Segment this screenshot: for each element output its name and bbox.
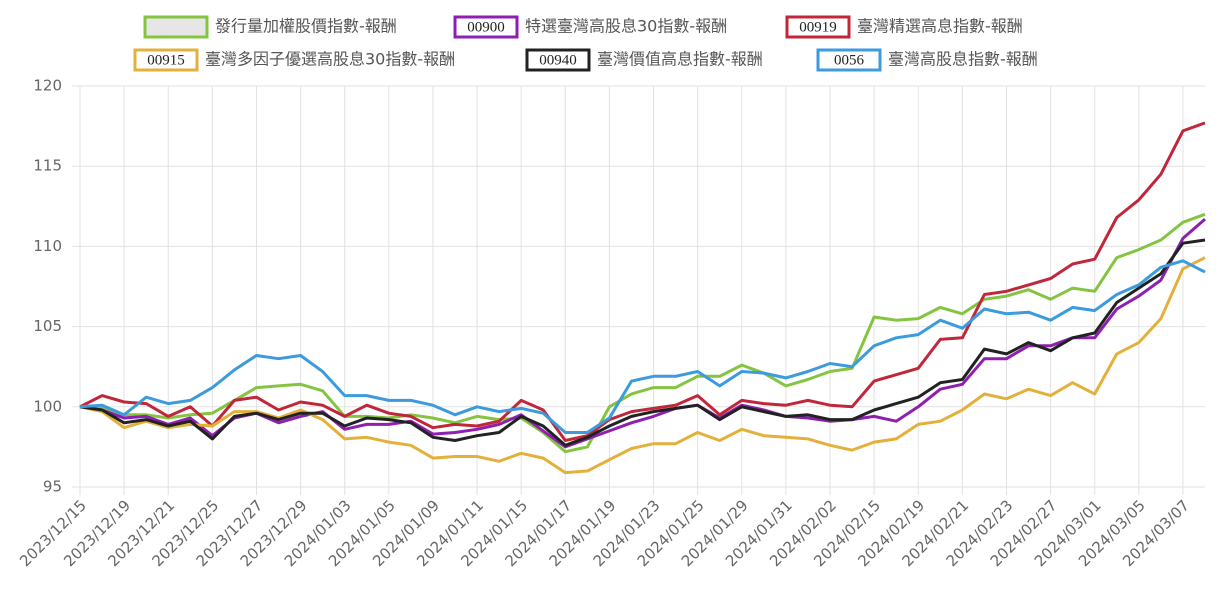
legend-swatch bbox=[785, 15, 851, 39]
legend-swatch bbox=[143, 15, 209, 39]
y-tick-label: 105 bbox=[33, 317, 62, 335]
y-tick-label: 120 bbox=[33, 77, 62, 95]
legend-label: 臺灣高股息指數-報酬 bbox=[888, 50, 1038, 69]
legend-swatch bbox=[525, 48, 591, 72]
legend-label: 臺灣價值高息指數-報酬 bbox=[597, 50, 763, 69]
legend-code: 00915 bbox=[147, 52, 185, 68]
legend-code: 00919 bbox=[799, 19, 837, 35]
series-line bbox=[79, 212, 1206, 454]
legend-swatch bbox=[816, 48, 882, 72]
y-tick-label: 110 bbox=[33, 237, 62, 255]
y-tick-label: 95 bbox=[43, 478, 62, 496]
series-line bbox=[79, 259, 1206, 434]
legend-label: 特選臺灣高股息30指數-報酬 bbox=[525, 17, 727, 36]
legend-code: 00940 bbox=[539, 52, 577, 68]
legend-swatch bbox=[453, 15, 519, 39]
legend-label: 臺灣精選高息指數-報酬 bbox=[857, 17, 1023, 36]
legend-code: 0056 bbox=[834, 52, 865, 68]
series-line bbox=[79, 238, 1206, 447]
series-line bbox=[79, 121, 1206, 442]
legend-swatch bbox=[133, 48, 199, 72]
y-tick-label: 115 bbox=[33, 157, 62, 175]
series-line bbox=[79, 256, 1206, 475]
legend-label: 臺灣多因子優選高股息30指數-報酬 bbox=[205, 50, 455, 69]
legend-label: 發行量加權股價指數-報酬 bbox=[215, 17, 397, 36]
y-tick-label: 100 bbox=[33, 397, 62, 415]
series-line bbox=[79, 217, 1206, 449]
legend-code: 00900 bbox=[467, 19, 505, 35]
